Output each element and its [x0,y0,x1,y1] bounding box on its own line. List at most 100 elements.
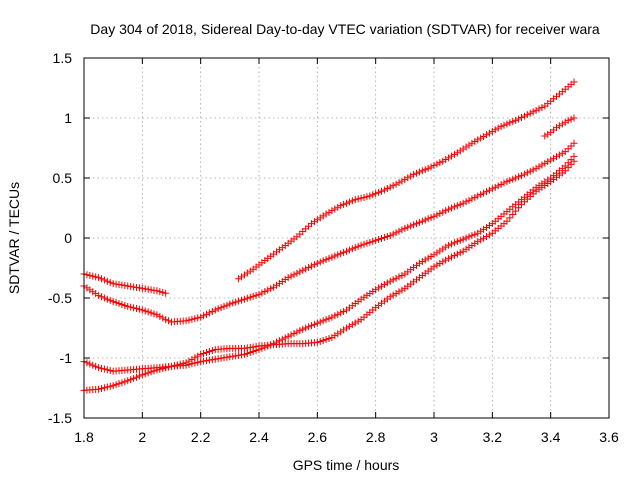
data-point-marker [520,170,528,178]
data-point-marker [500,121,508,129]
data-point-marker [471,230,479,238]
x-tick-label: 2.8 [366,429,386,445]
data-point-marker [488,127,496,135]
data-point-marker [162,316,170,324]
data-point-marker [415,218,423,226]
data-point-marker [567,156,575,164]
x-tick-label: 3 [430,429,438,445]
data-point-marker [316,337,324,345]
data-point-marker [240,350,248,358]
data-point-marker [378,282,385,290]
data-point-marker [392,289,400,297]
data-point-marker [541,132,549,140]
data-point-marker [468,195,476,203]
data-point-marker [223,301,231,309]
data-point-marker [115,380,123,388]
data-point-marker [509,118,517,126]
data-point-marker [538,161,546,169]
series-track-2 [80,139,578,326]
data-point-marker [203,348,210,356]
data-point-marker [328,207,336,215]
data-point-marker [351,319,359,327]
data-point-marker [450,252,458,260]
data-point-marker [375,235,383,243]
data-point-marker [98,384,105,392]
data-point-marker [331,205,339,213]
data-point-marker [296,327,304,335]
data-point-marker [450,239,458,247]
y-tick-labels: -1.5 -1 -0.5 0 0.5 1 1.5 [48,50,72,426]
data-point-marker [392,274,400,282]
data-point-marker [555,151,563,159]
data-point-marker [290,330,298,338]
data-point-marker [448,152,455,160]
data-point-marker [445,205,453,213]
data-point-marker [570,139,578,147]
data-point-marker [439,208,447,216]
data-point-marker [448,240,455,248]
data-point-marker [235,297,243,305]
data-point-marker [415,259,423,267]
data-point-marker [509,175,517,183]
data-point-marker [515,173,523,181]
data-point-marker [465,196,473,204]
data-point-marker [410,221,418,229]
data-point-marker [86,360,94,368]
data-point-marker [238,296,245,304]
data-point-marker [354,317,362,325]
data-point-marker [541,159,549,167]
data-point-marker [261,343,269,351]
data-point-marker [407,172,415,180]
data-point-marker [337,309,345,317]
data-point-marker [205,309,213,317]
data-point-marker [474,238,482,246]
data-point-marker [389,182,397,190]
data-point-marker [103,295,111,303]
data-point-marker [138,306,146,314]
data-point-marker [127,303,135,311]
data-point-marker [351,244,359,252]
data-point-marker [217,304,225,312]
data-point-marker [450,203,458,211]
data-point-marker [252,347,260,355]
data-point-marker [159,288,167,296]
data-point-marker [345,246,353,254]
data-point-marker [436,259,444,267]
data-point-marker [130,304,138,312]
data-point-marker [200,312,208,320]
data-point-marker [448,253,455,261]
data-point-marker [456,249,464,257]
data-point-marker [92,273,100,281]
data-point-marker [442,256,450,264]
data-point-marker [194,352,202,360]
data-point-marker [401,224,409,232]
data-point-marker [243,294,251,302]
data-point-marker [275,337,283,345]
data-point-marker [445,241,453,249]
data-point-marker [308,322,315,330]
data-point-marker [506,119,514,127]
data-point-marker [561,118,569,126]
data-point-marker [220,302,228,310]
data-point-marker [404,174,412,182]
data-point-marker [439,258,447,266]
data-point-marker [523,111,531,119]
y-tick-label: 1 [64,110,72,126]
data-point-marker [372,286,380,294]
data-point-marker [182,361,190,369]
data-point-marker [200,349,208,357]
data-point-marker [182,317,190,325]
data-point-marker [386,183,394,191]
data-point-marker [380,234,388,242]
data-point-marker [488,185,496,193]
data-point-marker [100,294,108,302]
data-point-marker [334,251,342,259]
data-point-marker [337,250,345,258]
data-point-marker [89,361,97,369]
data-point-marker [439,157,447,165]
data-point-marker [147,309,155,317]
data-point-marker [386,277,394,285]
data-point-marker [287,272,295,280]
data-point-marker [348,197,356,205]
